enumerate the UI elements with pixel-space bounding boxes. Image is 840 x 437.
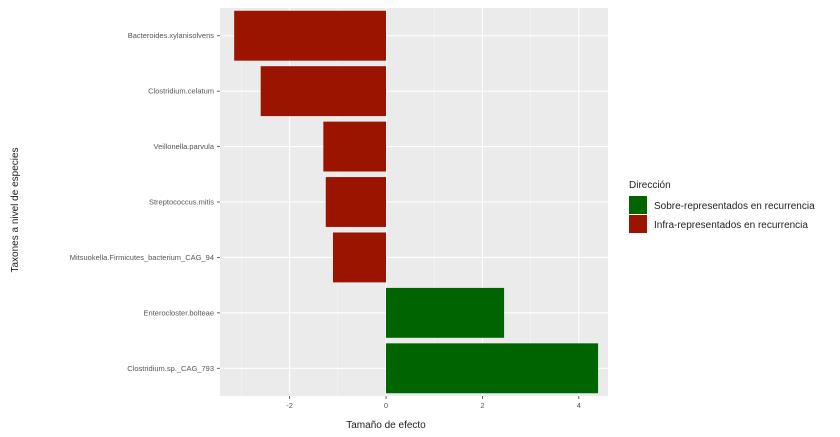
x-axis: -2 0 2 4 xyxy=(286,396,581,410)
bar-clostridium-celatum xyxy=(260,66,386,117)
bar-bacteroides-xylanisolvens xyxy=(234,10,386,61)
y-tick-label: Clostridium.celatum xyxy=(148,87,214,96)
y-tick-label: Bacteroides.xylanisolvens xyxy=(128,31,215,40)
legend: Dirección Sobre-representados en recurre… xyxy=(629,180,815,233)
x-tick-label: 0 xyxy=(384,401,388,410)
bar-streptococcus-mitis xyxy=(325,177,386,227)
legend-label-sobre: Sobre-representados en recurrencia xyxy=(654,201,815,212)
legend-label-infra: Infra-representados en recurrencia xyxy=(654,220,808,231)
y-tick-label: Streptococcus.mitis xyxy=(149,198,214,207)
bar-clostridium-sp-cag-793 xyxy=(386,343,599,394)
y-axis-title: Taxones a nivel de especies xyxy=(10,147,21,272)
legend-title: Dirección xyxy=(629,180,671,191)
legend-swatch-infra xyxy=(629,215,647,233)
y-tick-label: Mitsuokella.Firmicutes_bacterium_CAG_94 xyxy=(70,253,214,262)
y-tick-label: Clostridium.sp._CAG_793 xyxy=(127,364,214,373)
bar-veillonella-parvula xyxy=(323,121,386,172)
x-tick-label: 2 xyxy=(480,401,484,410)
y-tick-label: Veillonella.parvula xyxy=(154,142,215,151)
x-tick-label: 4 xyxy=(577,401,581,410)
y-tick-label: Enterocloster.bolteae xyxy=(144,308,214,317)
x-tick-label: -2 xyxy=(286,401,293,410)
legend-swatch-sobre xyxy=(629,196,647,214)
bar-enterocloster-bolteae xyxy=(386,287,505,338)
bar-mitsuokella-firmicutes-bacterium-cag-94 xyxy=(332,232,386,283)
y-axis: Bacteroides.xylanisolvens Clostridium.cel… xyxy=(70,31,220,373)
bars xyxy=(234,10,599,394)
x-axis-title: Tamaño de efecto xyxy=(346,420,426,431)
